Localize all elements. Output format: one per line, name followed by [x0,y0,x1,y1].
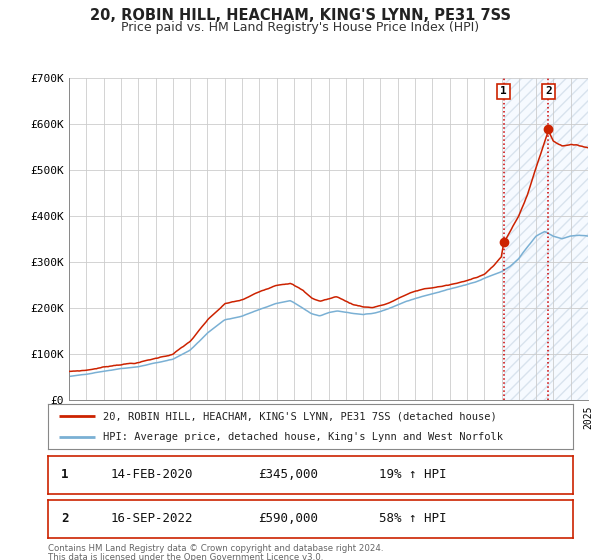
Text: 14-FEB-2020: 14-FEB-2020 [111,468,193,482]
Bar [503,78,588,400]
Text: 2: 2 [545,86,552,96]
Text: 58% ↑ HPI: 58% ↑ HPI [379,512,446,525]
Text: 1: 1 [500,86,507,96]
Bar [503,78,588,400]
Text: £590,000: £590,000 [258,512,318,525]
Text: 20, ROBIN HILL, HEACHAM, KING'S LYNN, PE31 7SS (detached house): 20, ROBIN HILL, HEACHAM, KING'S LYNN, PE… [103,412,497,422]
Text: Contains HM Land Registry data © Crown copyright and database right 2024.: Contains HM Land Registry data © Crown c… [48,544,383,553]
Text: 2: 2 [61,512,68,525]
Text: This data is licensed under the Open Government Licence v3.0.: This data is licensed under the Open Gov… [48,553,323,560]
Text: £345,000: £345,000 [258,468,318,482]
Text: Price paid vs. HM Land Registry's House Price Index (HPI): Price paid vs. HM Land Registry's House … [121,21,479,34]
Text: 19% ↑ HPI: 19% ↑ HPI [379,468,446,482]
Text: 16-SEP-2022: 16-SEP-2022 [111,512,193,525]
Text: HPI: Average price, detached house, King's Lynn and West Norfolk: HPI: Average price, detached house, King… [103,432,503,442]
Text: 1: 1 [61,468,68,482]
Text: 20, ROBIN HILL, HEACHAM, KING'S LYNN, PE31 7SS: 20, ROBIN HILL, HEACHAM, KING'S LYNN, PE… [89,8,511,24]
